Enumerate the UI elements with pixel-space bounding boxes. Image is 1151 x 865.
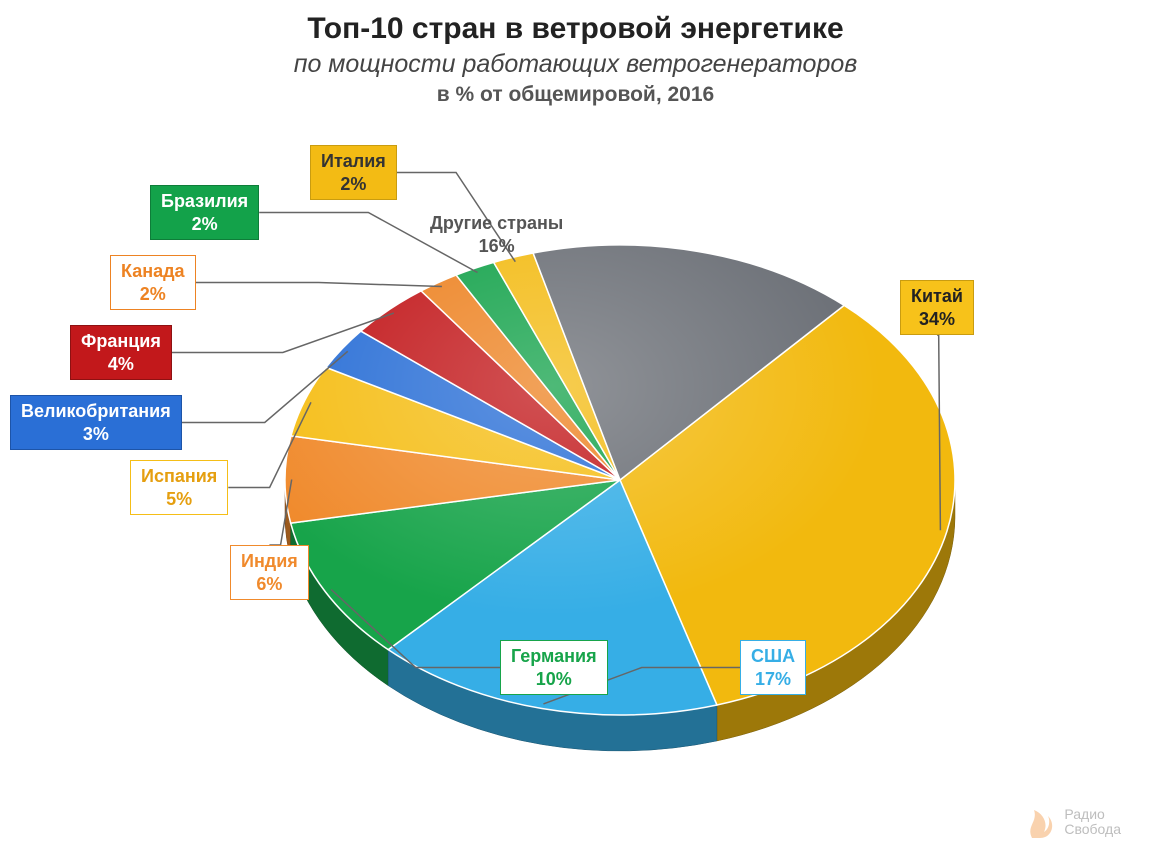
slice-label: Другие страны16% xyxy=(430,212,563,257)
slice-label: Бразилия2% xyxy=(150,185,259,240)
source-logo: Радио Свобода xyxy=(1020,804,1121,840)
slice-label: Индия6% xyxy=(230,545,309,600)
slice-label: Канада2% xyxy=(110,255,196,310)
slice-label: Великобритания3% xyxy=(10,395,182,450)
logo-text-2: Свобода xyxy=(1064,822,1121,837)
slice-label: Испания5% xyxy=(130,460,228,515)
slice-label: Италия2% xyxy=(310,145,397,200)
logo-text-1: Радио xyxy=(1064,807,1121,822)
slice-label: Германия10% xyxy=(500,640,608,695)
leader-line xyxy=(196,283,442,287)
slice-label: Китай34% xyxy=(900,280,974,335)
slice-label: Франция4% xyxy=(70,325,172,380)
flame-icon xyxy=(1020,804,1056,840)
slice-label: США17% xyxy=(740,640,806,695)
